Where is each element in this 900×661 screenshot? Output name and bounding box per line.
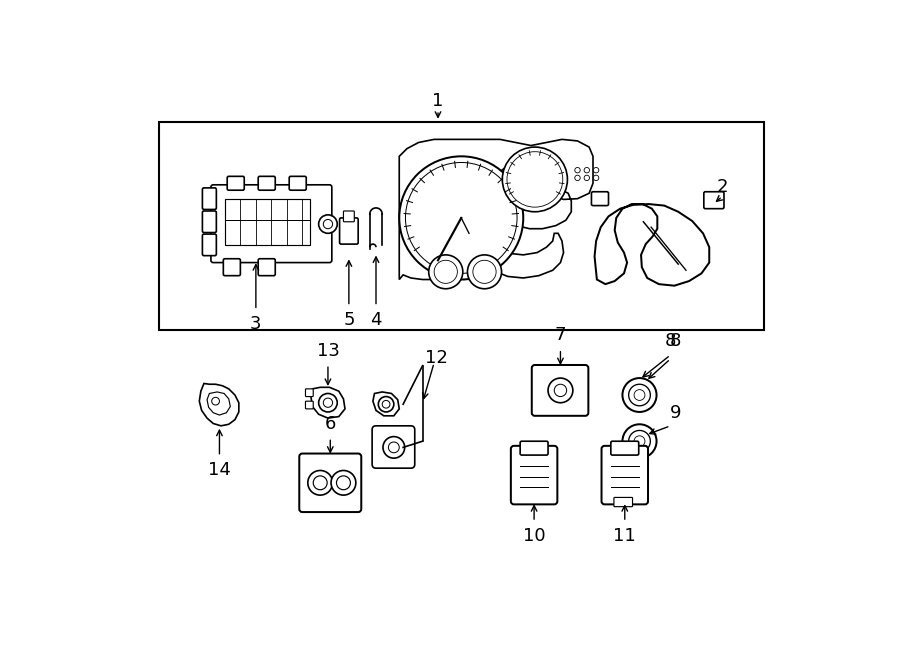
Circle shape xyxy=(575,175,580,180)
Text: 5: 5 xyxy=(343,311,355,329)
Circle shape xyxy=(634,436,645,447)
Circle shape xyxy=(400,156,523,280)
FancyBboxPatch shape xyxy=(202,234,216,256)
Circle shape xyxy=(593,175,598,180)
Circle shape xyxy=(584,175,590,180)
Polygon shape xyxy=(373,392,400,416)
Text: 13: 13 xyxy=(317,342,339,360)
Text: 6: 6 xyxy=(325,414,336,433)
Circle shape xyxy=(628,430,651,452)
FancyBboxPatch shape xyxy=(258,258,275,276)
Bar xyxy=(159,122,763,330)
Polygon shape xyxy=(310,387,345,418)
FancyBboxPatch shape xyxy=(339,218,358,244)
Text: 3: 3 xyxy=(250,315,262,333)
Circle shape xyxy=(634,389,645,401)
Circle shape xyxy=(383,437,405,458)
Circle shape xyxy=(554,384,567,397)
Circle shape xyxy=(593,167,598,173)
FancyBboxPatch shape xyxy=(227,176,244,190)
Circle shape xyxy=(467,255,501,289)
Circle shape xyxy=(212,397,220,405)
FancyBboxPatch shape xyxy=(532,365,589,416)
Circle shape xyxy=(378,397,394,412)
FancyBboxPatch shape xyxy=(344,211,355,222)
FancyBboxPatch shape xyxy=(601,446,648,504)
Circle shape xyxy=(428,255,463,289)
FancyBboxPatch shape xyxy=(305,389,313,397)
Circle shape xyxy=(405,163,517,274)
Text: 1: 1 xyxy=(432,92,444,110)
Text: 8: 8 xyxy=(670,332,681,350)
FancyBboxPatch shape xyxy=(202,211,216,233)
Circle shape xyxy=(507,152,562,207)
Circle shape xyxy=(584,167,590,173)
Text: 12: 12 xyxy=(425,349,448,367)
FancyBboxPatch shape xyxy=(372,426,415,468)
FancyBboxPatch shape xyxy=(611,442,639,455)
Circle shape xyxy=(308,471,333,495)
Circle shape xyxy=(323,398,333,407)
FancyBboxPatch shape xyxy=(305,401,313,409)
Circle shape xyxy=(548,378,573,403)
Polygon shape xyxy=(400,139,593,280)
Circle shape xyxy=(472,260,496,284)
Circle shape xyxy=(502,147,567,212)
Text: 14: 14 xyxy=(208,461,231,479)
FancyBboxPatch shape xyxy=(211,185,332,262)
Text: 2: 2 xyxy=(716,178,728,196)
Circle shape xyxy=(434,260,457,284)
Polygon shape xyxy=(595,204,709,286)
Circle shape xyxy=(319,393,338,412)
FancyBboxPatch shape xyxy=(300,453,361,512)
Text: 10: 10 xyxy=(523,527,545,545)
Bar xyxy=(225,199,310,245)
Circle shape xyxy=(337,476,350,490)
FancyBboxPatch shape xyxy=(520,442,548,455)
Text: 4: 4 xyxy=(370,311,382,329)
Circle shape xyxy=(313,476,328,490)
FancyBboxPatch shape xyxy=(704,192,724,209)
FancyBboxPatch shape xyxy=(258,176,275,190)
Polygon shape xyxy=(199,383,238,426)
Text: 8: 8 xyxy=(665,332,676,350)
Circle shape xyxy=(623,424,656,458)
Circle shape xyxy=(323,219,333,229)
Circle shape xyxy=(331,471,356,495)
Circle shape xyxy=(623,378,656,412)
Polygon shape xyxy=(207,392,230,415)
Text: 9: 9 xyxy=(670,404,681,422)
FancyBboxPatch shape xyxy=(289,176,306,190)
FancyBboxPatch shape xyxy=(511,446,557,504)
FancyBboxPatch shape xyxy=(614,498,633,507)
Circle shape xyxy=(628,384,651,406)
FancyBboxPatch shape xyxy=(591,192,608,206)
FancyBboxPatch shape xyxy=(223,258,240,276)
Circle shape xyxy=(382,401,390,408)
Text: 11: 11 xyxy=(614,527,636,545)
Circle shape xyxy=(575,167,580,173)
FancyBboxPatch shape xyxy=(202,188,216,210)
Text: 7: 7 xyxy=(554,326,566,344)
Circle shape xyxy=(389,442,400,453)
Circle shape xyxy=(319,215,338,233)
